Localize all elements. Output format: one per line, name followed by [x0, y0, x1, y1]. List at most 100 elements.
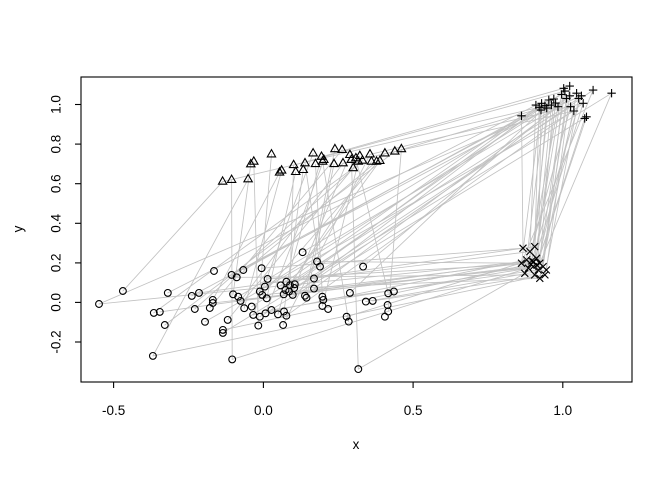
connection-segment	[539, 92, 578, 279]
data-point-plus	[577, 91, 586, 100]
connection-segment	[227, 161, 359, 321]
x-axis-title: x	[353, 437, 360, 452]
data-point-circle	[257, 264, 266, 273]
data-point-x	[530, 271, 539, 279]
connection-segment	[521, 115, 524, 249]
connection-segment	[98, 260, 533, 305]
x-axis-tick-label: 0.5	[404, 403, 423, 418]
connection-segment	[236, 274, 536, 278]
connection-segment	[346, 257, 537, 318]
data-point-plus	[547, 100, 556, 110]
x-axis-tick-label: -0.5	[102, 403, 125, 418]
data-point-circle	[263, 274, 272, 283]
data-point-x	[532, 261, 541, 269]
data-point-x	[530, 242, 539, 251]
data-point-circle	[254, 321, 263, 330]
connection-segment	[122, 181, 224, 292]
data-point-triangle-up	[276, 164, 287, 174]
data-point-plus	[544, 95, 553, 105]
data-point-triangle-up	[389, 145, 400, 155]
data-point-circle	[210, 267, 218, 275]
connection-segment	[237, 106, 559, 298]
data-point-circle	[195, 288, 203, 297]
data-point-circle	[359, 262, 368, 271]
connection-segment	[251, 97, 580, 308]
data-point-circle	[302, 293, 311, 302]
data-point-circle	[118, 287, 127, 295]
series-triangles-group	[217, 143, 407, 185]
data-point-plus	[588, 85, 598, 95]
data-point-circle	[342, 312, 351, 321]
data-point-circle	[148, 351, 157, 360]
connection-segment	[302, 93, 563, 253]
data-point-plus	[536, 105, 546, 115]
connection-segment	[232, 163, 252, 295]
connection-segment	[98, 95, 582, 305]
connection-segment	[198, 246, 536, 294]
data-point-circle	[380, 312, 389, 321]
data-point-plus	[582, 112, 591, 121]
data-point-plus	[565, 91, 574, 100]
connection-segment	[152, 274, 546, 357]
data-point-plus	[542, 103, 551, 113]
data-point-circle	[298, 248, 307, 257]
data-point-triangle-up	[329, 143, 341, 153]
data-point-circle	[201, 317, 209, 326]
plot-box	[80, 76, 633, 383]
data-point-circle	[324, 305, 333, 313]
data-point-circle	[345, 288, 354, 297]
data-point-circle	[239, 266, 248, 274]
data-point-x	[524, 264, 533, 273]
connection-segment	[265, 159, 325, 314]
data-point-circle	[261, 309, 270, 318]
data-point-circle	[218, 325, 227, 334]
data-point-triangle-up	[337, 144, 348, 154]
data-point-plus	[569, 106, 579, 116]
connection-segment	[282, 153, 371, 326]
connection-segment	[222, 263, 532, 331]
connection-segment	[372, 274, 546, 302]
connection-segment	[292, 89, 594, 296]
data-point-x	[520, 269, 529, 278]
data-point-triangle-up	[374, 154, 385, 164]
data-point-circle	[280, 307, 288, 316]
data-point-circle	[344, 317, 353, 326]
data-point-circle	[281, 286, 290, 294]
data-point-circle	[160, 321, 169, 329]
data-point-circle	[310, 274, 318, 283]
y-axis-tick-label: 0.8	[49, 135, 64, 154]
data-point-plus	[551, 98, 560, 108]
data-point-x	[534, 266, 543, 274]
data-point-triangle-up	[242, 173, 254, 183]
data-point-triangle-up	[288, 159, 299, 169]
data-point-circle	[316, 262, 324, 271]
data-point-circle	[247, 302, 256, 311]
data-point-triangle-up	[245, 158, 256, 168]
data-point-circle	[208, 295, 217, 304]
data-point-plus	[572, 89, 581, 98]
connection-segment	[261, 152, 386, 296]
data-point-circle	[240, 304, 249, 313]
data-point-circle	[262, 294, 271, 303]
data-point-triangle-up	[357, 154, 368, 164]
connection-segment	[204, 110, 575, 323]
data-point-circle	[384, 289, 393, 298]
data-point-triangle-up	[226, 173, 237, 183]
y-axis-title: y	[11, 225, 26, 232]
series-plus-group	[517, 81, 616, 123]
data-point-triangle-up	[217, 175, 228, 185]
data-point-triangle-up	[364, 148, 376, 158]
data-point-circle	[187, 291, 196, 300]
connection-segment	[306, 163, 335, 299]
connection-segment	[153, 167, 354, 314]
connection-segment	[539, 92, 613, 264]
data-point-circle	[155, 307, 164, 316]
y-axis-tick-label: 1.0	[49, 95, 64, 114]
connection-segment	[539, 85, 571, 279]
connection-segment	[349, 98, 555, 294]
connection-segment	[243, 170, 283, 309]
connection-segment	[533, 102, 584, 263]
data-point-circle	[255, 312, 264, 321]
